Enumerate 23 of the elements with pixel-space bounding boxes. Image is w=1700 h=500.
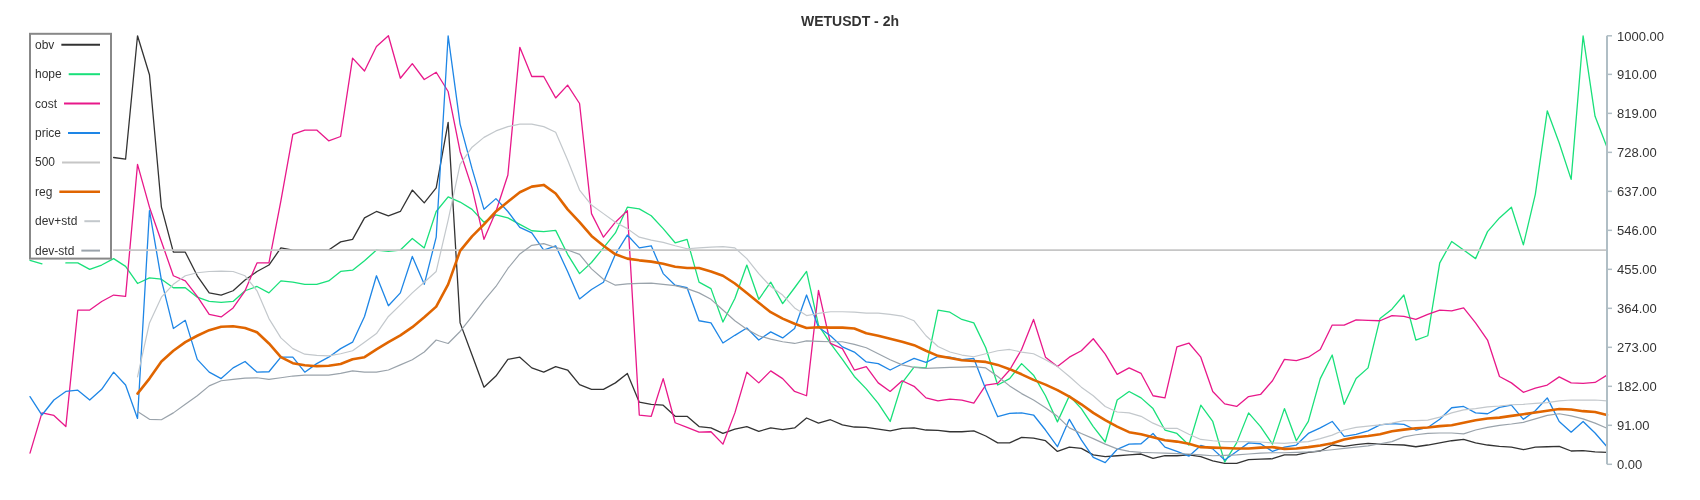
y-tick-label: 546.00 [1617, 222, 1657, 238]
legend-label: dev+std [35, 214, 78, 229]
y-tick-label: 819.00 [1617, 105, 1657, 121]
legend-label: obv [35, 37, 55, 52]
line-series [136, 243, 1608, 457]
legend-label: reg [35, 184, 53, 199]
y-tick-label: 91.00 [1617, 417, 1650, 433]
y-tick-label: 364.00 [1617, 300, 1657, 316]
y-tick-label: 0.00 [1617, 456, 1643, 472]
legend-label: 500 [35, 155, 56, 170]
chart-title: WETUSDT - 2h [801, 13, 899, 29]
y-tick-label: 637.00 [1617, 183, 1657, 199]
y-tick-label: 910.00 [1617, 66, 1657, 82]
legend-label: price [35, 126, 62, 140]
legend-label: hope [35, 67, 63, 82]
y-tick-label: 728.00 [1617, 144, 1657, 160]
y-tick-label: 455.00 [1617, 261, 1657, 277]
legend-label: cost [35, 96, 58, 111]
line-series [136, 183, 1609, 451]
y-tick-label: 182.00 [1617, 378, 1657, 394]
y-tick-label: 273.00 [1617, 339, 1657, 355]
legend-label: dev-std [35, 243, 75, 258]
y-tick-label: 1000.00 [1617, 28, 1664, 44]
